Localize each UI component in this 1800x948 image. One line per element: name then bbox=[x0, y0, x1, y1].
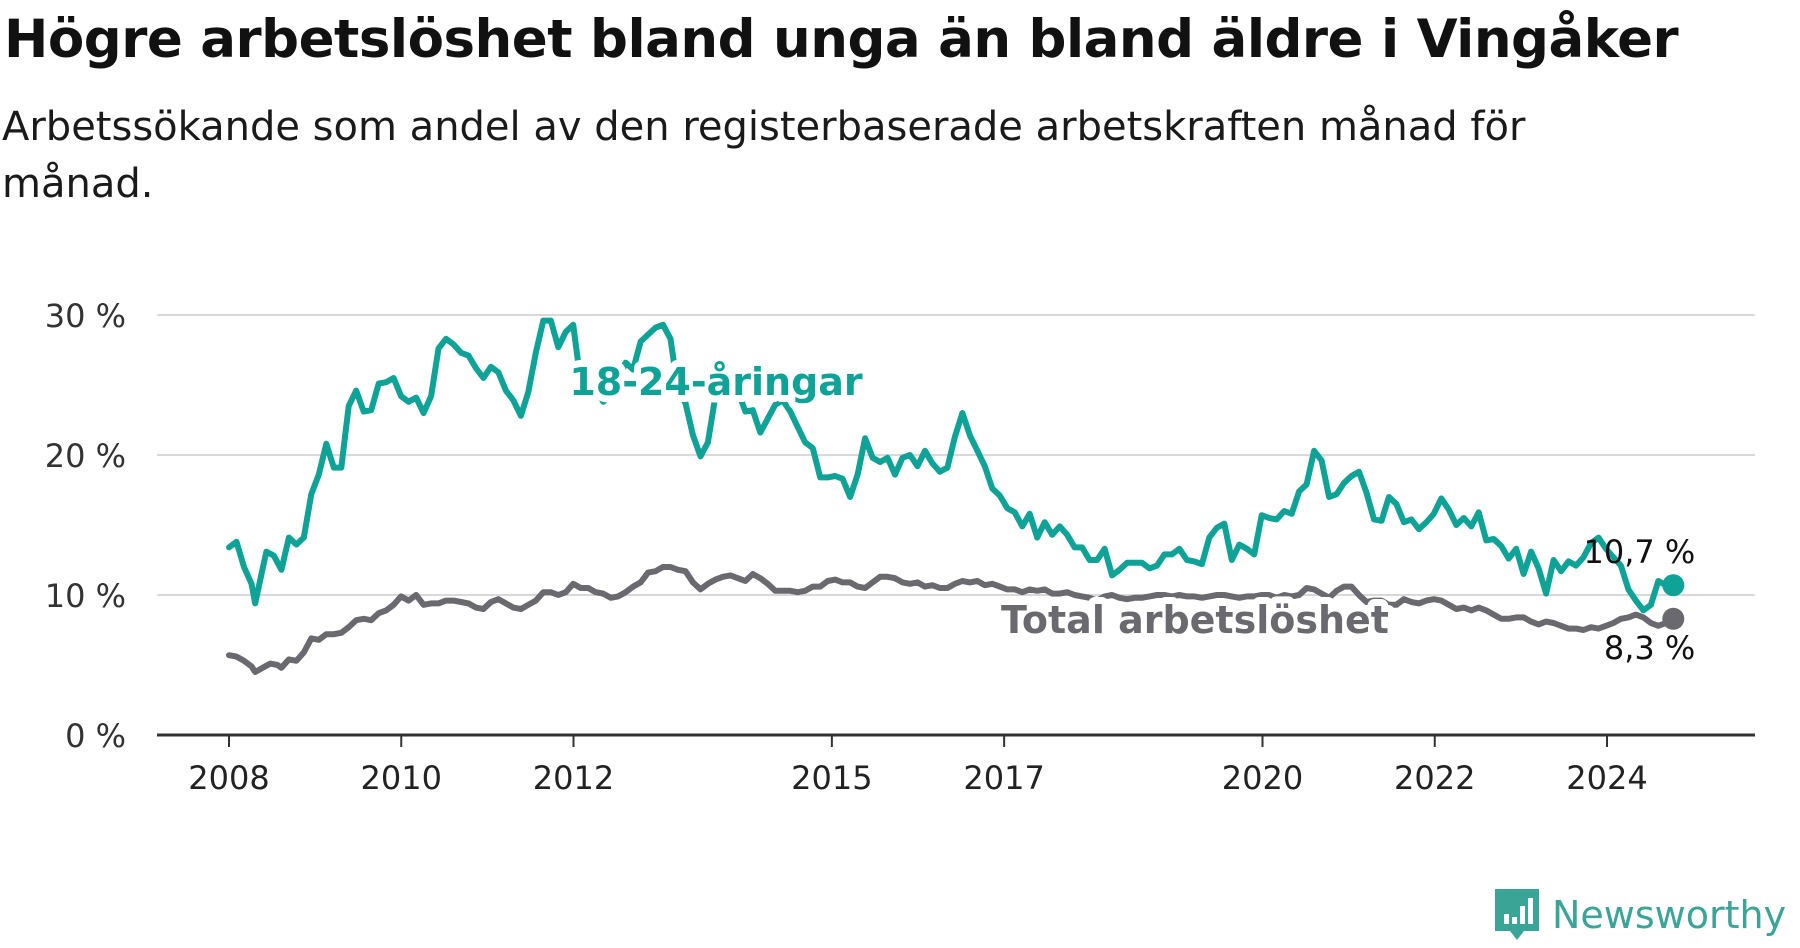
series-line-youth bbox=[226, 317, 1677, 614]
x-axis: 2008 2010 2012 2015 2017 2020 2022 2024 bbox=[157, 733, 1755, 797]
chart-subtitle: Arbetssökande som andel av den registerb… bbox=[2, 104, 1526, 207]
end-value-label-youth: 10,7 % bbox=[1583, 533, 1695, 571]
x-tick-label: 2015 bbox=[791, 759, 872, 797]
series-label-youth: 18-24-åringar bbox=[569, 360, 863, 404]
x-tick-label: 2008 bbox=[188, 759, 269, 797]
y-axis-tick-labels: 0 % 10 % 20 % 30 % bbox=[45, 297, 126, 755]
end-dot-total bbox=[1662, 607, 1685, 630]
y-tick-label: 30 % bbox=[45, 297, 126, 335]
series-line-total bbox=[226, 564, 1677, 675]
series-label-total: Total arbetslöshet bbox=[1001, 598, 1389, 642]
x-tick-label: 2024 bbox=[1566, 759, 1647, 797]
newsworthy-logo: Newsworthy bbox=[1492, 886, 1786, 944]
series-lines bbox=[226, 317, 1685, 675]
x-tick-label: 2020 bbox=[1222, 759, 1303, 797]
y-tick-label: 0 % bbox=[65, 717, 126, 755]
x-tick-label: 2017 bbox=[963, 759, 1044, 797]
x-tick-label: 2022 bbox=[1394, 759, 1475, 797]
series-labels: 10,7 %8,3 %18-24-åringar18-24-åringarTot… bbox=[562, 353, 1695, 667]
end-value-label-total: 8,3 % bbox=[1604, 629, 1695, 667]
y-tick-label: 20 % bbox=[45, 437, 126, 475]
chart-title: Högre arbetslöshet bland unga än bland ä… bbox=[4, 9, 1679, 70]
grid-lines bbox=[157, 314, 1755, 596]
series-label-total-halo: Total arbetslöshet bbox=[1001, 598, 1389, 642]
y-tick-label: 10 % bbox=[45, 577, 126, 615]
brand-name: Newsworthy bbox=[1552, 893, 1787, 937]
series-label-youth-halo: 18-24-åringar bbox=[569, 360, 863, 404]
bar-chart-doc-icon bbox=[1495, 889, 1539, 940]
x-tick-label: 2012 bbox=[533, 759, 614, 797]
end-dot-youth bbox=[1662, 574, 1685, 597]
x-tick-label: 2010 bbox=[361, 759, 442, 797]
